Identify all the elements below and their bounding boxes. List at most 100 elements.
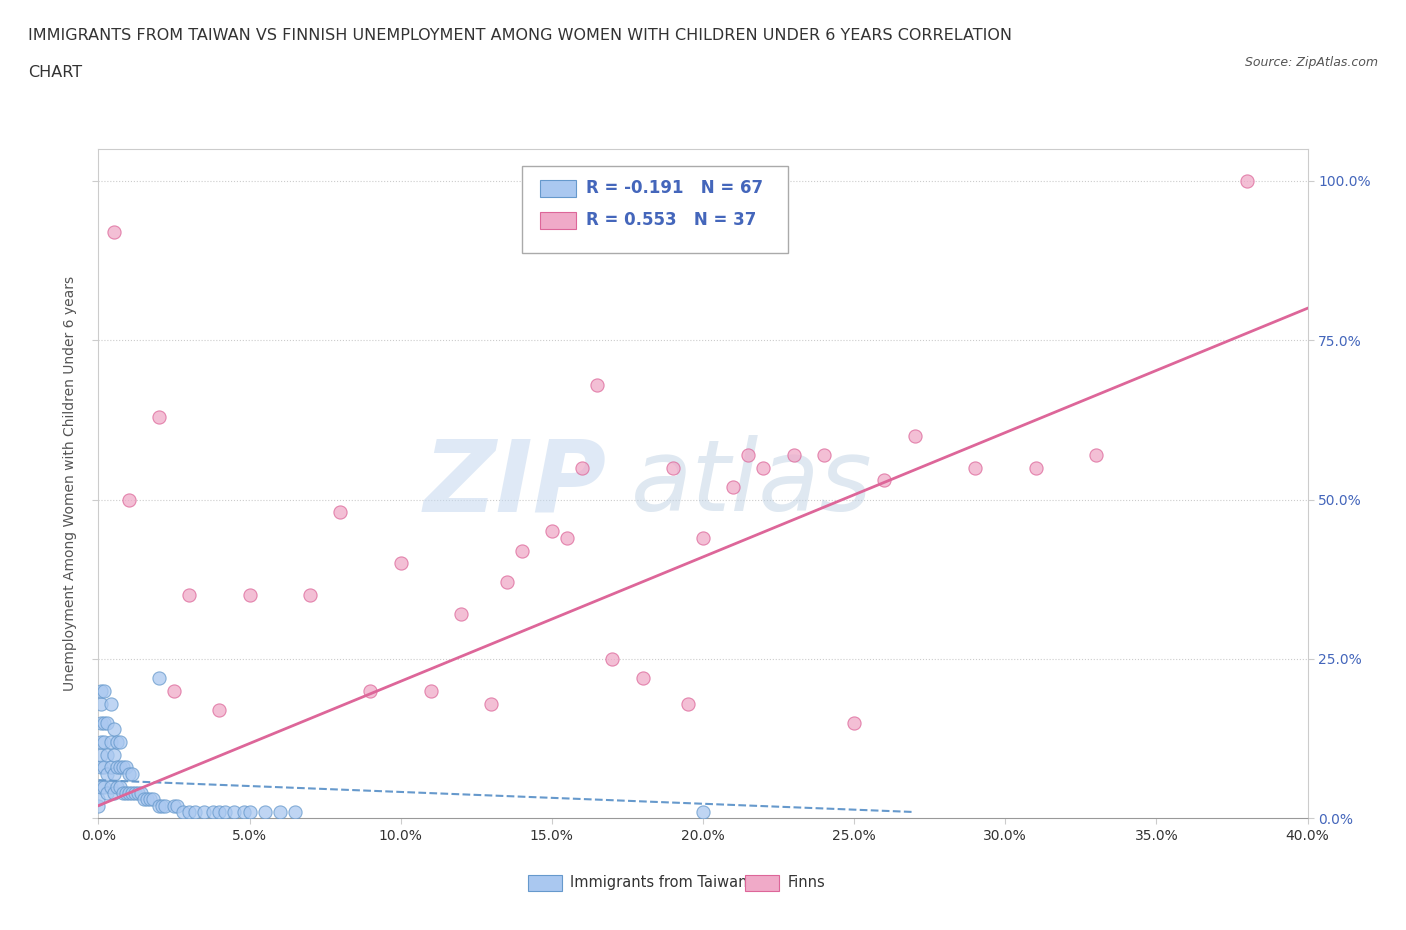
Text: ZIP: ZIP (423, 435, 606, 532)
Point (111, 786, 134, 801)
Point (103, 747, 125, 762)
Point (105, 779, 128, 794)
Point (118, 766, 141, 781)
Point (103, 766, 125, 781)
Point (1236, 173, 1258, 188)
Point (166, 798, 188, 813)
Point (783, 447, 806, 462)
Point (193, 804, 215, 819)
Point (108, 779, 131, 794)
Point (108, 735, 131, 750)
Y-axis label: Unemployment Among Women with Children Under 6 years: Unemployment Among Women with Children U… (63, 276, 77, 691)
Point (555, 530, 578, 545)
Point (135, 791, 157, 806)
Point (96, 786, 118, 801)
Point (179, 804, 201, 819)
Point (139, 791, 162, 806)
Point (873, 473, 896, 488)
Point (96, 747, 118, 762)
Text: Finns: Finns (787, 875, 825, 890)
Point (90, 747, 112, 762)
Point (495, 575, 517, 590)
Point (148, 798, 170, 813)
Point (179, 588, 201, 603)
Point (239, 804, 262, 819)
Point (90, 684, 112, 698)
Point (118, 786, 141, 801)
Point (631, 671, 654, 685)
Point (208, 702, 231, 717)
Point (100, 697, 122, 711)
Point (329, 505, 352, 520)
Text: CHART: CHART (28, 65, 82, 80)
Point (904, 429, 927, 444)
Point (661, 460, 683, 475)
Point (692, 530, 714, 545)
Point (150, 798, 173, 813)
Point (142, 791, 165, 806)
Point (108, 760, 131, 775)
Point (269, 804, 291, 819)
Point (111, 760, 134, 775)
Point (148, 671, 170, 685)
Point (96, 766, 118, 781)
Point (184, 804, 207, 819)
Point (360, 684, 382, 698)
Point (208, 804, 231, 819)
Text: atlas: atlas (630, 435, 872, 532)
Point (163, 798, 186, 813)
Text: Immigrants from Taiwan: Immigrants from Taiwan (569, 875, 748, 890)
Point (692, 804, 714, 819)
Point (87, 798, 110, 813)
Point (389, 556, 412, 571)
Point (723, 479, 745, 494)
Point (103, 786, 125, 801)
Point (284, 804, 307, 819)
Point (420, 684, 443, 698)
Point (90, 779, 112, 794)
Text: R = 0.553   N = 37: R = 0.553 N = 37 (586, 211, 756, 229)
Point (1024, 460, 1046, 475)
Point (105, 760, 128, 775)
Point (118, 492, 141, 507)
Point (90, 760, 112, 775)
Point (224, 804, 246, 819)
Point (737, 447, 759, 462)
Point (586, 378, 609, 392)
Point (96, 715, 118, 730)
Point (844, 715, 866, 730)
Point (124, 786, 146, 801)
Point (163, 684, 186, 698)
Point (239, 588, 262, 603)
Point (129, 786, 152, 801)
Point (90, 697, 112, 711)
Point (93, 779, 115, 794)
Point (676, 697, 699, 711)
Point (232, 804, 254, 819)
Point (253, 804, 276, 819)
Point (148, 409, 170, 424)
Point (103, 224, 125, 239)
Text: IMMIGRANTS FROM TAIWAN VS FINNISH UNEMPLOYMENT AMONG WOMEN WITH CHILDREN UNDER 6: IMMIGRANTS FROM TAIWAN VS FINNISH UNEMPL… (28, 28, 1012, 43)
Point (100, 779, 122, 794)
Point (90, 715, 112, 730)
Point (202, 804, 225, 819)
Point (87, 791, 110, 806)
Point (100, 760, 122, 775)
Point (965, 460, 987, 475)
Point (132, 791, 155, 806)
Point (813, 447, 835, 462)
Point (1085, 447, 1108, 462)
FancyBboxPatch shape (527, 874, 561, 891)
Point (127, 786, 149, 801)
Point (752, 460, 775, 475)
FancyBboxPatch shape (745, 874, 779, 891)
Point (93, 735, 115, 750)
Point (114, 786, 136, 801)
Point (90, 735, 112, 750)
FancyBboxPatch shape (522, 166, 787, 253)
Point (114, 760, 136, 775)
FancyBboxPatch shape (540, 179, 576, 197)
Point (105, 735, 128, 750)
Point (540, 524, 562, 538)
